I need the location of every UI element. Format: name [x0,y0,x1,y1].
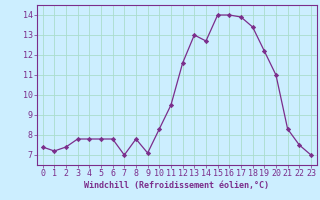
X-axis label: Windchill (Refroidissement éolien,°C): Windchill (Refroidissement éolien,°C) [84,181,269,190]
